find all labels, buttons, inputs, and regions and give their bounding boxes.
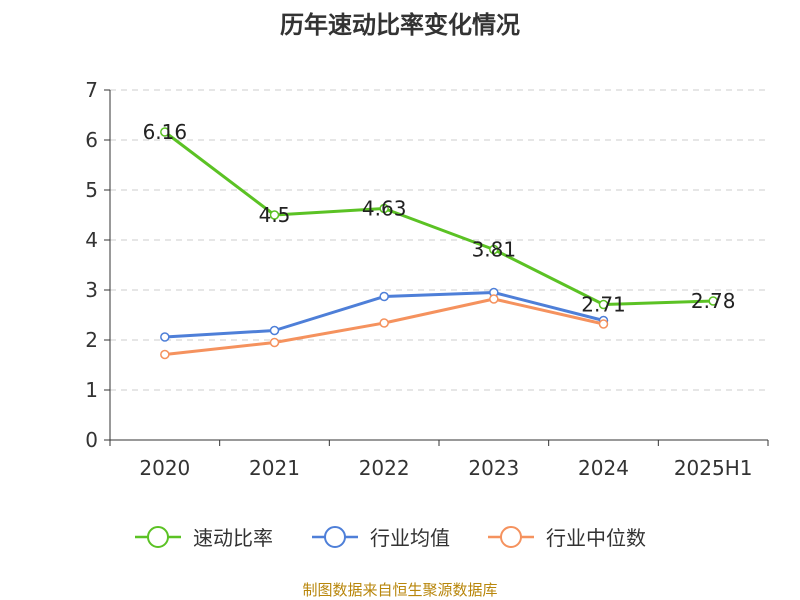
data-point — [269, 337, 280, 348]
y-tick-label: 1 — [85, 378, 98, 402]
data-label: 2.78 — [691, 289, 736, 313]
x-tick-label: 2020 — [139, 456, 190, 480]
x-tick-label: 2022 — [359, 456, 410, 480]
legend-label: 行业中位数 — [546, 526, 646, 550]
legend-marker — [324, 526, 346, 548]
data-point — [379, 291, 389, 302]
axes: 0 1 2 3 4 5 6 7 2020 2021 2022 2023 2024 2025H1 — [85, 78, 769, 480]
data-label: 4.63 — [362, 197, 407, 221]
grid — [110, 89, 768, 391]
data-point — [708, 296, 718, 306]
legend-marker — [500, 526, 522, 548]
chart-title: 历年速动比率变化情况 — [280, 11, 520, 39]
data-label: 3.81 — [472, 238, 517, 262]
source-note: 制图数据来自恒生聚源数据库 — [302, 581, 497, 599]
legend-marker — [147, 526, 169, 548]
data-labels: 6.16 4.5 4.63 3.81 2.71 2.78 — [143, 120, 736, 317]
legend-item-2[interactable]: 行业中位数 — [488, 526, 646, 550]
data-label: 6.16 — [143, 120, 188, 144]
y-tick-label: 4 — [85, 228, 98, 252]
x-tick-label: 2023 — [468, 456, 519, 480]
data-point — [598, 299, 609, 310]
data-label: 4.5 — [259, 203, 291, 227]
data-label: 2.71 — [581, 293, 626, 317]
legend-item-0[interactable]: 速动比率 — [135, 526, 273, 550]
x-tick-label: 2025H1 — [674, 456, 753, 480]
x-tick-label: 2024 — [578, 456, 629, 480]
y-tick-label: 5 — [85, 178, 98, 202]
data-point — [269, 210, 280, 220]
legend-label: 行业均值 — [370, 526, 450, 550]
y-tick-label: 2 — [85, 328, 98, 352]
legend-label: 速动比率 — [193, 526, 273, 550]
data-point — [489, 244, 499, 255]
data-point — [160, 127, 170, 137]
data-point — [598, 319, 609, 329]
y-tick-label: 6 — [85, 128, 98, 152]
x-tick-label: 2021 — [249, 456, 300, 480]
data-point — [269, 325, 280, 336]
y-tick-label: 3 — [85, 278, 98, 302]
series-line-0 — [163, 130, 714, 306]
y-tick-label: 0 — [85, 428, 98, 452]
legend-item-1[interactable]: 行业均值 — [312, 526, 450, 550]
data-point — [160, 349, 170, 360]
series — [160, 127, 718, 360]
y-tick-label: 7 — [85, 78, 98, 102]
data-point — [379, 318, 389, 328]
data-point — [379, 203, 389, 214]
legend: 速动比率 行业均值 行业中位数 — [135, 526, 646, 550]
data-point — [489, 294, 499, 304]
data-point — [160, 332, 170, 342]
